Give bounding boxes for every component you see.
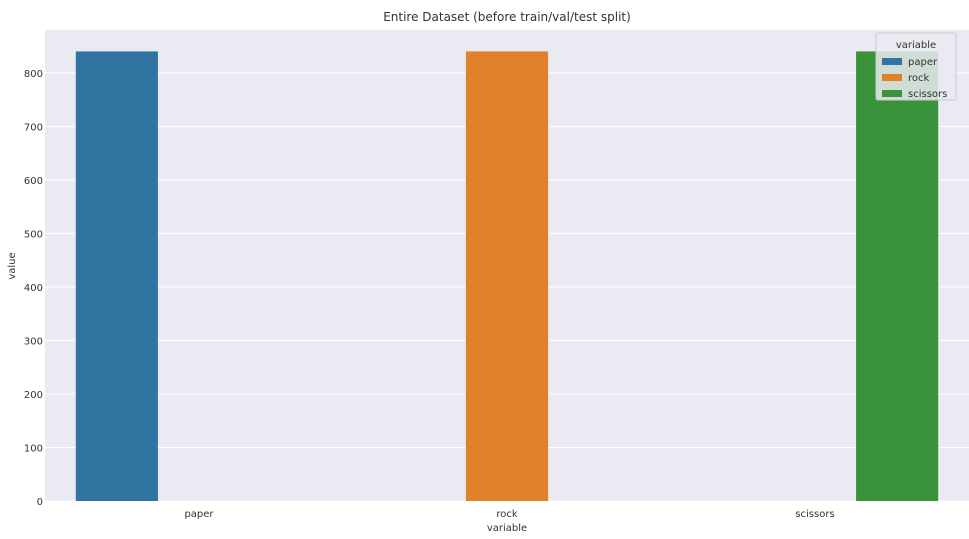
x-tick-label: scissors bbox=[795, 509, 834, 520]
chart-title: Entire Dataset (before train/val/test sp… bbox=[383, 10, 631, 24]
x-tick-label: rock bbox=[496, 509, 518, 520]
legend-label: paper bbox=[908, 57, 938, 68]
legend-items: paper rock scissors bbox=[882, 57, 947, 100]
legend: variable paper rock scissors bbox=[875, 32, 957, 101]
y-tick-labels: 0 100 200 300 400 500 600 700 800 bbox=[24, 69, 43, 508]
bar-scissors bbox=[856, 51, 939, 502]
y-tick-label: 300 bbox=[24, 336, 43, 347]
legend-box bbox=[875, 32, 957, 101]
y-tick-label: 100 bbox=[24, 443, 43, 454]
bar-rock bbox=[465, 51, 549, 502]
legend-label: rock bbox=[908, 73, 930, 84]
y-tick-label: 0 bbox=[37, 497, 43, 508]
legend-title: variable bbox=[896, 40, 936, 51]
y-tick-label: 800 bbox=[24, 69, 43, 80]
bar-paper bbox=[75, 51, 158, 502]
x-axis-label: variable bbox=[487, 523, 527, 534]
legend-swatch-paper bbox=[882, 58, 902, 65]
legend-label: scissors bbox=[908, 89, 947, 100]
bars bbox=[75, 51, 939, 502]
y-tick-label: 500 bbox=[24, 229, 43, 240]
y-axis-label: value bbox=[7, 252, 18, 279]
y-tick-label: 700 bbox=[24, 122, 43, 133]
y-tick-label: 200 bbox=[24, 390, 43, 401]
x-tick-labels: paper rock scissors bbox=[184, 509, 834, 520]
legend-swatch-rock bbox=[882, 74, 902, 81]
legend-swatch-scissors bbox=[882, 90, 902, 97]
x-tick-label: paper bbox=[184, 509, 214, 520]
y-tick-label: 400 bbox=[24, 283, 43, 294]
y-tick-label: 600 bbox=[24, 176, 43, 187]
